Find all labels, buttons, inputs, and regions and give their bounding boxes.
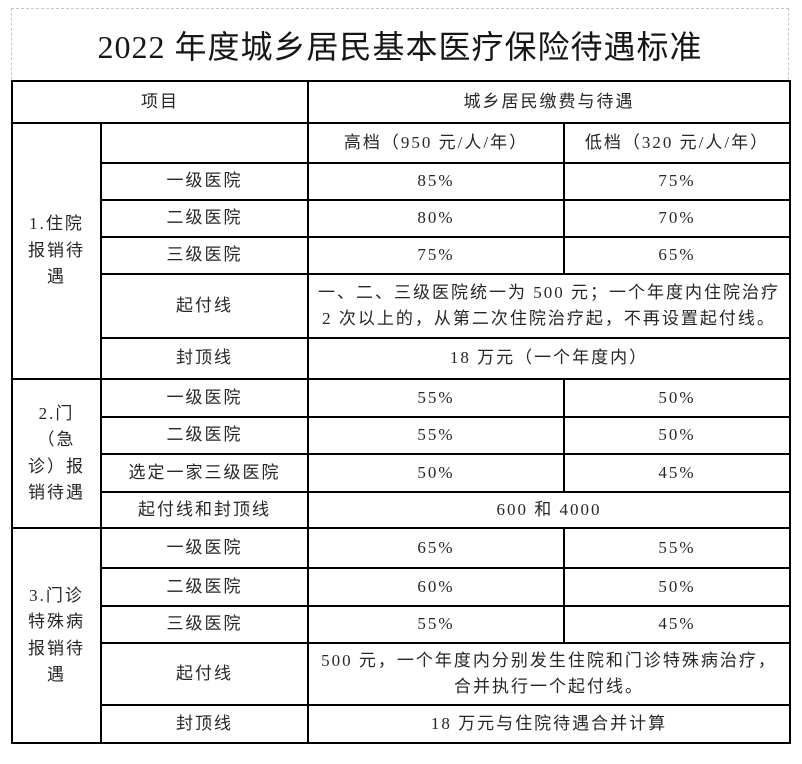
rate-cell-low: 45% <box>563 453 791 493</box>
table-row: 封顶线 18 万元（一个年度内） <box>12 337 791 380</box>
hospital-level-cell: 选定一家三级医院 <box>100 453 309 493</box>
section-3-label-cell: 3.门诊 特殊病 报销待 遇 <box>11 527 102 744</box>
table-row: 一级医院 85% 75% <box>12 162 791 201</box>
rate-cell-low: 75% <box>563 162 791 201</box>
item-label-cell: 起付线 <box>100 273 309 339</box>
table-row: 2.门 （急 诊）报 销待遇 一级医院 55% 50% <box>11 378 791 529</box>
tier-empty-cell <box>100 122 309 164</box>
hospital-level-cell: 二级医院 <box>100 567 309 607</box>
rate-cell-low: 55% <box>563 527 791 569</box>
hospital-level-cell: 二级医院 <box>100 199 309 238</box>
header-payment-cell: 城乡居民缴费与待遇 <box>307 80 791 124</box>
insurance-benefit-table: 项目 城乡居民缴费与待遇 1.住院 报销待 遇 高档（950 元/人/年） 低档… <box>11 80 791 744</box>
rate-cell-low: 50% <box>563 378 791 418</box>
item-label-cell: 起付线和封顶线 <box>100 491 309 529</box>
rate-cell-low: 50% <box>563 416 791 455</box>
tier-low-cell: 低档（320 元/人/年） <box>563 122 791 164</box>
hospital-level-cell: 一级医院 <box>100 527 309 569</box>
item-label-cell: 封顶线 <box>100 337 309 380</box>
item-label-cell: 起付线 <box>100 642 309 706</box>
section-1-label-cell: 1.住院 报销待 遇 <box>11 122 102 380</box>
table-row: 起付线和封顶线 600 和 4000 <box>12 491 791 529</box>
table-row: 二级医院 55% 50% <box>12 416 791 455</box>
rate-cell-high: 50% <box>307 453 565 493</box>
rate-cell-high: 65% <box>307 527 565 569</box>
rate-cell-high: 75% <box>307 236 565 275</box>
page-title: 2022 年度城乡居民基本医疗保险待遇标准 <box>97 28 703 65</box>
title-box: 2022 年度城乡居民基本医疗保险待遇标准 <box>11 8 789 80</box>
header-item-cell: 项目 <box>11 80 309 124</box>
table-row: 封顶线 18 万元与住院待遇合并计算 <box>12 704 791 744</box>
item-label-cell: 封顶线 <box>100 704 309 744</box>
table-row: 二级医院 80% 70% <box>12 199 791 238</box>
rate-cell-low: 50% <box>563 567 791 607</box>
table-row: 三级医院 55% 45% <box>12 605 791 644</box>
rate-cell-high: 60% <box>307 567 565 607</box>
rate-cell-high: 55% <box>307 605 565 644</box>
rate-cell-low: 45% <box>563 605 791 644</box>
table-row: 3.门诊 特殊病 报销待 遇 一级医院 65% 55% <box>11 527 791 744</box>
rate-cell-low: 65% <box>563 236 791 275</box>
rate-cell-low: 70% <box>563 199 791 238</box>
table-row: 二级医院 60% 50% <box>12 567 791 607</box>
table-row: 三级医院 75% 65% <box>12 236 791 275</box>
table-row: 选定一家三级医院 50% 45% <box>12 453 791 493</box>
merged-value-cell: 500 元，一个年度内分别发生住院和门诊特殊病治疗，合并执行一个起付线。 <box>307 642 791 706</box>
table-row: 起付线 500 元，一个年度内分别发生住院和门诊特殊病治疗，合并执行一个起付线。 <box>12 642 791 706</box>
rate-cell-high: 80% <box>307 199 565 238</box>
hospital-level-cell: 三级医院 <box>100 236 309 275</box>
merged-value-cell: 18 万元与住院待遇合并计算 <box>307 704 791 744</box>
merged-value-cell: 18 万元（一个年度内） <box>307 337 791 380</box>
table-row: 起付线 一、二、三级医院统一为 500 元；一个年度内住院治疗 2 次以上的，从… <box>12 273 791 339</box>
hospital-level-cell: 二级医院 <box>100 416 309 455</box>
hospital-level-cell: 一级医院 <box>100 378 309 418</box>
tier-high-cell: 高档（950 元/人/年） <box>307 122 565 164</box>
table-header-row: 项目 城乡居民缴费与待遇 <box>11 80 791 124</box>
tier-row: 1.住院 报销待 遇 高档（950 元/人/年） 低档（320 元/人/年） <box>11 122 791 380</box>
merged-value-cell: 600 和 4000 <box>307 491 791 529</box>
rate-cell-high: 85% <box>307 162 565 201</box>
rate-cell-high: 55% <box>307 416 565 455</box>
section-2-label-cell: 2.门 （急 诊）报 销待遇 <box>11 378 102 529</box>
merged-value-cell: 一、二、三级医院统一为 500 元；一个年度内住院治疗 2 次以上的，从第二次住… <box>307 273 791 339</box>
hospital-level-cell: 一级医院 <box>100 162 309 201</box>
rate-cell-high: 55% <box>307 378 565 418</box>
hospital-level-cell: 三级医院 <box>100 605 309 644</box>
